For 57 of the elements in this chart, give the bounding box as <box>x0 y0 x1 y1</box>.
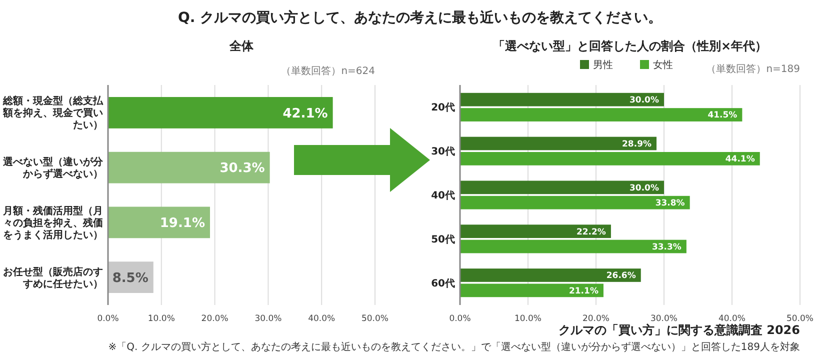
y-tick-label: 40代 <box>431 190 455 202</box>
data-label: 30.0% <box>630 96 660 106</box>
y-tick-label: 総額・現金型（総支払額を抑え、現金で買いたい） <box>2 95 104 132</box>
bar <box>460 284 604 298</box>
y-tick-label: お任せ型（販売店のすすめに任せたい） <box>3 266 103 290</box>
x-tick-label: 50.0% <box>361 314 389 324</box>
y-tick-label: 50代 <box>431 233 455 246</box>
legend-label: 女性 <box>653 59 673 71</box>
data-label: 8.5% <box>112 270 148 286</box>
y-tick-label: 60代 <box>431 277 455 290</box>
data-label: 42.1% <box>282 106 328 122</box>
x-tick-label: 20.0% <box>582 314 610 324</box>
x-tick-label: 50.0% <box>786 314 814 324</box>
data-label: 26.6% <box>606 271 636 282</box>
bar <box>460 268 641 282</box>
bar <box>460 108 742 122</box>
bar <box>108 97 333 128</box>
chart-title: 全体 <box>228 39 254 53</box>
bar <box>460 152 760 166</box>
x-tick-label: 0.0% <box>449 314 471 324</box>
x-tick-label: 40.0% <box>308 314 336 324</box>
x-tick-label: 0.0% <box>97 314 119 324</box>
bar <box>460 240 686 254</box>
bar <box>460 180 664 194</box>
text: クルマの「買い方」に関する意識調査 2026 <box>558 323 800 337</box>
y-tick-label: 30代 <box>431 146 455 158</box>
legend-label: 男性 <box>593 59 613 71</box>
y-tick-label: 月額・残価活用型（月々の負担を抑え、残価をうまく活用したい） <box>2 204 103 241</box>
data-label: 21.1% <box>568 286 599 296</box>
x-tick-label: 10.0% <box>514 314 542 324</box>
bar <box>460 136 657 150</box>
x-tick-label: 30.0% <box>650 314 678 324</box>
bar <box>460 196 690 210</box>
data-label: 30.3% <box>220 161 265 176</box>
text: （単数回答）n=189 <box>706 63 800 75</box>
x-tick-label: 20.0% <box>201 314 228 324</box>
bar <box>460 224 611 238</box>
y-tick-label: 20代 <box>431 102 455 114</box>
data-label: 22.2% <box>576 227 606 238</box>
bar <box>460 92 664 106</box>
data-label: 19.1% <box>160 216 205 231</box>
bar <box>108 206 210 238</box>
chart-title: 「選べない型」と回答した人の割合（性別×年代） <box>492 39 768 53</box>
text: ※「Q. クルマの買い方として、あなたの考えに最も近いものを教えてください。」で「選べない型（違いが分からず選べない）」と回答した189人を対象 <box>108 341 800 353</box>
bar <box>108 152 270 184</box>
data-label: 30.0% <box>630 183 660 194</box>
text: （単数回答）n=624 <box>281 65 375 77</box>
data-label: 28.9% <box>622 139 652 150</box>
data-label: 33.8% <box>655 198 686 209</box>
x-tick-label: 10.0% <box>148 314 175 324</box>
x-tick-label: 40.0% <box>718 314 746 324</box>
data-label: 33.3% <box>652 242 682 252</box>
x-tick-label: 30.0% <box>254 314 282 324</box>
data-label: 41.5% <box>708 110 738 121</box>
y-tick-label: 選べない型（違いが分からず選べない） <box>2 156 104 180</box>
data-label: 44.1% <box>725 154 756 165</box>
text: Q. クルマの買い方として、あなたの考えに最も近いものを教えてください。 <box>178 9 662 26</box>
